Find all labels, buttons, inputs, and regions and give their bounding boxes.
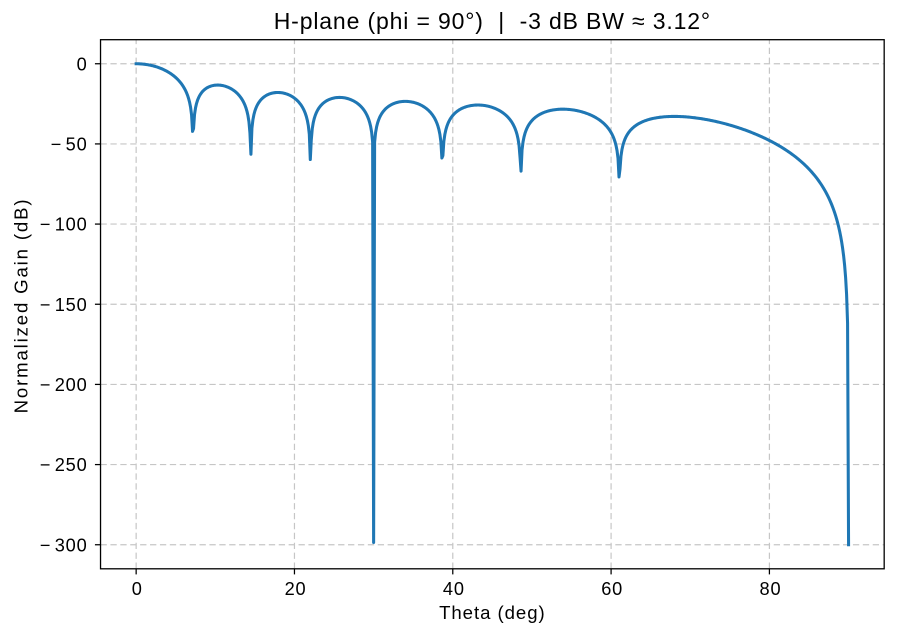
- svg-text:−250: −250: [40, 455, 88, 475]
- svg-text:H-plane (phi = 90°) | -3 dB: H-plane (phi = 90°) | -3 dB BW ≈ 3.12°: [274, 8, 711, 34]
- svg-text:0: 0: [77, 54, 88, 74]
- svg-text:60: 60: [601, 579, 623, 599]
- svg-text:20: 20: [285, 579, 307, 599]
- svg-text:−300: −300: [40, 535, 88, 555]
- svg-text:80: 80: [760, 579, 782, 599]
- svg-text:40: 40: [443, 579, 465, 599]
- svg-text:−50: −50: [51, 135, 88, 155]
- svg-text:−100: −100: [40, 215, 88, 235]
- svg-text:Normalized Gain (dB): Normalized Gain (dB): [11, 198, 32, 414]
- svg-text:−150: −150: [40, 295, 88, 315]
- svg-text:0: 0: [132, 579, 143, 599]
- svg-text:Theta (deg): Theta (deg): [439, 602, 546, 623]
- svg-text:−200: −200: [40, 375, 88, 395]
